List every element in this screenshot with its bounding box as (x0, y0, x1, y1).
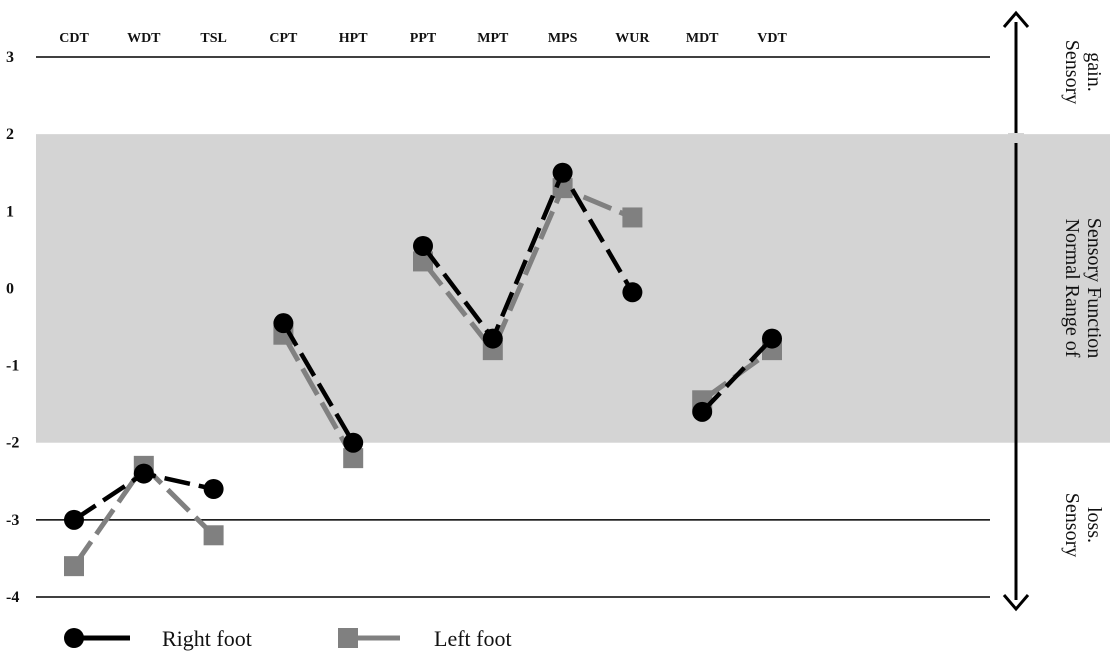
legend-right-foot-marker (64, 628, 84, 648)
series-left-foot-line (281, 333, 356, 460)
series-left-foot-line (421, 184, 634, 355)
point-right-foot-hpt (343, 432, 364, 453)
normal-range-band (36, 134, 1110, 443)
point-right-foot-wur (622, 282, 643, 303)
point-right-foot-cpt (273, 313, 294, 334)
legend-left-foot-label: Left foot (434, 626, 512, 651)
category-label-mpt: MPT (477, 31, 509, 46)
sensory-gain-line2: gain. (1083, 52, 1105, 91)
y-tick-label: -1 (6, 358, 19, 375)
y-axis-ticks: 3 2 1 0 -1 -2 -3 -4 (6, 49, 19, 606)
y-tick-label: -3 (6, 512, 19, 529)
series-right-foot (64, 162, 782, 530)
point-right-foot-mpt (482, 328, 503, 349)
legend: Right foot Left foot (64, 626, 512, 651)
series-right-foot-line (421, 167, 635, 344)
sensory-gain-line1: Sensory (1061, 40, 1083, 104)
y-tick-label: 0 (6, 280, 14, 297)
series-right-foot-line (700, 337, 774, 414)
arrow-gap-top (1008, 133, 1024, 143)
category-label-wdt: WDT (127, 31, 161, 46)
category-label-cpt: CPT (269, 31, 298, 46)
arrow-up-head (1002, 10, 1030, 28)
category-label-mps: MPS (548, 31, 578, 46)
normal-range-line1: Normal Range of (1061, 219, 1083, 358)
point-right-foot-mdt (692, 401, 713, 422)
point-left-foot-wur (622, 207, 643, 228)
point-right-foot-tsl (203, 479, 224, 499)
point-right-foot-ppt (413, 236, 433, 256)
series-left-foot (64, 178, 782, 577)
legend-left-foot-marker (338, 628, 358, 648)
data-series (64, 162, 782, 577)
y-tick-label: -2 (6, 435, 19, 452)
y-tick-label: -4 (6, 589, 19, 606)
category-labels: CDT WDT TSL CPT HPT PPT MPT MPS WUR MDT VDT (59, 31, 787, 46)
category-label-cdt: CDT (59, 31, 89, 46)
point-right-foot-cdt (64, 509, 84, 530)
point-right-foot-vdt (762, 328, 782, 349)
point-right-foot-wdt (133, 463, 154, 484)
point-left-foot-hpt (343, 448, 364, 469)
y-tick-label: 1 (6, 203, 14, 220)
category-label-vdt: VDT (757, 31, 787, 46)
point-left-foot-ppt (413, 251, 433, 272)
side-annotations: Sensory gain. Normal Range of Sensory Fu… (1002, 10, 1105, 612)
y-tick-label: 2 (6, 126, 14, 143)
point-left-foot-cdt (64, 556, 84, 577)
legend-right-foot-label: Right foot (162, 626, 252, 651)
category-label-mdt: MDT (686, 31, 719, 46)
category-label-tsl: TSL (200, 31, 226, 46)
normal-band-rect (36, 134, 1110, 443)
category-label-hpt: HPT (339, 31, 368, 46)
point-left-foot-tsl (203, 525, 224, 546)
point-right-foot-mps (552, 162, 573, 183)
category-label-wur: WUR (615, 31, 650, 46)
sensory-loss-line1: Sensory (1061, 493, 1083, 557)
series-right-foot-line (281, 322, 356, 444)
legend-left-foot: Left foot (338, 626, 512, 651)
y-tick-label: 3 (6, 49, 14, 66)
category-label-ppt: PPT (410, 31, 437, 46)
legend-right-foot: Right foot (64, 626, 252, 651)
sensory-loss-line2: loss. (1083, 507, 1105, 543)
normal-range-line2: Sensory Function (1083, 218, 1105, 359)
arrow-down-head (1002, 594, 1030, 612)
